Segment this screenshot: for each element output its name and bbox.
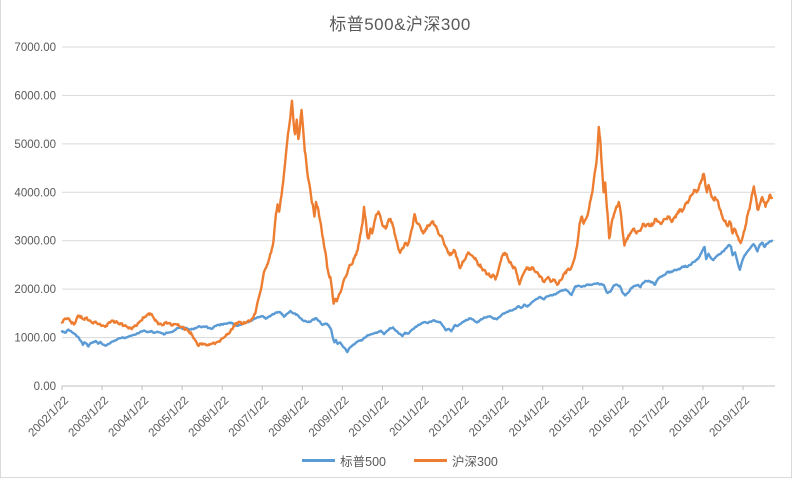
legend-item-sp500[interactable]: 标普500 [302,451,386,470]
x-axis-tick-label: 2004/1/22 [107,395,152,440]
legend-item-csi300[interactable]: 沪深300 [414,451,498,470]
sp500-legend-label: 标普500 [340,455,386,469]
x-axis-tick-label: 2017/1/22 [627,395,672,440]
x-axis-tick-label: 2010/1/22 [347,395,392,440]
csi300-line-swatch [414,459,447,462]
x-axis-tick-label: 2013/1/22 [467,395,512,440]
y-axis-tick-label: 4000.00 [14,187,56,199]
series-line-sp500[interactable] [60,239,774,354]
sp500-line-swatch [302,459,336,462]
x-axis-tick-label: 2018/1/22 [667,395,712,440]
x-axis-tick-label: 2019/1/22 [707,395,752,440]
x-axis-tick-label: 2007/1/22 [227,395,272,440]
x-axis-tick-label: 2011/1/22 [388,395,432,439]
x-axis-tick-label: 2003/1/22 [67,395,112,440]
x-axis-tick-label: 2002/1/22 [26,395,71,440]
y-axis-tick-label: 6000.00 [14,90,56,102]
y-axis-tick-label: 3000.00 [14,236,56,248]
csi300-legend-label: 沪深300 [452,455,498,469]
chart-title: 标普500&沪深300 [329,15,471,34]
legend: 标普500 沪深300 [0,451,800,470]
series-line-csi300[interactable] [60,99,774,347]
x-axis-tick-label: 2015/1/22 [547,395,592,440]
x-axis-tick-label: 2014/1/22 [507,395,552,440]
y-axis-tick-label: 1000.00 [14,333,56,345]
x-axis-tick-label: 2008/1/22 [267,395,312,440]
y-axis-tick-label: 5000.00 [14,139,56,151]
x-axis-tick-label: 2005/1/22 [147,395,192,440]
y-axis-tick-label: 2000.00 [14,284,56,296]
x-axis-tick-label: 2012/1/22 [427,395,472,440]
x-axis-tick-label: 2006/1/22 [187,395,232,440]
y-axis-tick-label: 0.00 [34,381,56,393]
y-axis-tick-label: 7000.00 [14,42,56,54]
x-axis-tick-label: 2016/1/22 [587,395,632,440]
x-axis-tick-label: 2009/1/22 [307,395,352,440]
